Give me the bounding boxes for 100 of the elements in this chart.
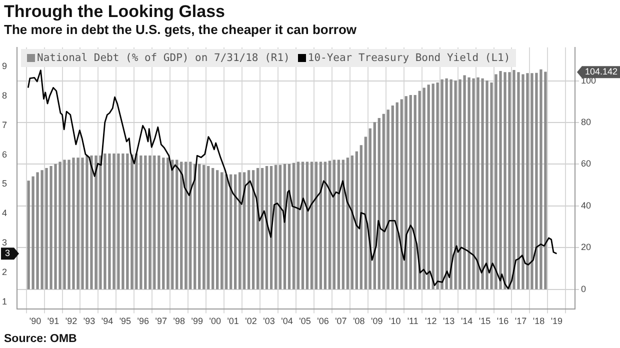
x-tick-label: '02 <box>245 316 257 326</box>
x-tick-label: '07 <box>335 316 347 326</box>
y-tick-label: 2 <box>2 266 8 277</box>
bar <box>414 95 416 290</box>
bar <box>391 105 394 290</box>
chart-title: Through the Looking Glass <box>4 2 225 22</box>
x-tick-label: '13 <box>442 316 455 326</box>
bar <box>360 145 362 290</box>
bar <box>212 168 214 290</box>
bar <box>432 84 434 290</box>
x-tick-label: '08 <box>353 316 365 326</box>
bar <box>301 162 304 290</box>
bar <box>364 136 367 290</box>
x-tick-label: '12 <box>424 316 437 326</box>
bar <box>247 170 250 290</box>
x-tick-label: '09 <box>371 316 383 326</box>
y-tick-label: 6 <box>2 149 8 160</box>
bar <box>198 164 201 290</box>
bar <box>260 168 264 290</box>
x-tick-label: '06 <box>317 316 329 326</box>
x-tick-label: '98 <box>173 316 185 326</box>
bar <box>319 162 322 290</box>
bar <box>386 110 390 290</box>
x-tick-label: '11 <box>407 316 418 326</box>
y2-tick-label: 20 <box>580 242 591 252</box>
x-tick-label: '18 <box>532 316 545 326</box>
bar <box>224 174 228 290</box>
x-tick-label: '95 <box>119 316 132 326</box>
bar <box>171 160 174 290</box>
bar <box>342 160 345 290</box>
bar <box>176 160 178 290</box>
bar <box>418 90 421 290</box>
y2-tick-label: 40 <box>580 200 591 210</box>
bar <box>180 162 183 290</box>
x-tick-label: '00 <box>209 316 221 326</box>
x-tick-label: '99 <box>191 316 203 326</box>
bar <box>278 164 282 290</box>
bar <box>332 160 336 290</box>
y-tick-label: 3 <box>2 238 8 248</box>
bar <box>158 156 160 290</box>
y2-tick-label: 60 <box>580 158 591 169</box>
x-tick-label: '04 <box>281 316 293 326</box>
x-tick-label: '17 <box>514 316 527 326</box>
x-tick-label: '10 <box>389 316 401 326</box>
bar <box>238 172 242 290</box>
bar <box>166 158 170 290</box>
x-tick-label: '92 <box>65 316 78 326</box>
legend-label: National Debt (% of GDP) on 7/31/18 (R1) <box>36 52 290 64</box>
bar <box>296 162 300 290</box>
bar <box>400 99 403 290</box>
y-tick-label: 4 <box>2 208 8 218</box>
x-tick-label: '03 <box>263 316 275 326</box>
bar <box>409 95 412 290</box>
bar <box>148 156 152 290</box>
x-tick-label: '16 <box>496 316 509 326</box>
y-tick-label: 1 <box>2 296 8 306</box>
bar <box>229 174 232 290</box>
bar <box>184 162 188 290</box>
x-tick-label: '15 <box>478 316 491 326</box>
bar <box>252 170 255 290</box>
x-tick-label: '90 <box>29 316 42 326</box>
x-tick-label: '14 <box>460 316 473 326</box>
bar <box>422 88 426 290</box>
y2-tick-label: 80 <box>580 116 591 127</box>
bar <box>207 166 210 290</box>
bar <box>355 151 358 290</box>
bar <box>306 162 309 290</box>
bar <box>337 160 340 290</box>
x-tick-label: '94 <box>101 316 114 326</box>
bar <box>216 170 219 290</box>
source-note: Source: OMB <box>4 333 77 345</box>
bar <box>234 174 237 290</box>
bar <box>382 114 385 290</box>
bar <box>202 164 206 290</box>
y-tick-label: 7 <box>2 120 8 130</box>
chart-subtitle: The more in debt the U.S. gets, the cheaper it can borrow <box>4 22 357 37</box>
bar <box>328 160 332 290</box>
bar <box>378 118 380 290</box>
text: 104.142 <box>584 66 618 77</box>
bar <box>310 162 314 290</box>
x-tick-label: '97 <box>155 316 168 326</box>
x-tick-label: '93 <box>83 316 96 326</box>
x-tick-label: '91 <box>47 316 60 326</box>
bar <box>153 156 156 290</box>
bar <box>292 162 296 290</box>
bar <box>324 162 327 290</box>
x-tick-label: '01 <box>227 316 239 326</box>
bar <box>373 122 376 290</box>
bar <box>427 84 430 290</box>
x-tick-label: '19 <box>550 316 563 326</box>
bar <box>162 158 165 290</box>
y-tick-label: 8 <box>2 90 8 100</box>
bar <box>189 162 192 290</box>
x-tick-label: '96 <box>137 316 150 326</box>
y-tick-label: 9 <box>2 61 8 72</box>
bar <box>274 164 278 290</box>
x-tick-label: '05 <box>299 316 311 326</box>
legend-label: 10-Year Treasury Bond Yield (L1) <box>306 52 510 64</box>
bar <box>288 164 291 290</box>
bar <box>220 172 224 290</box>
